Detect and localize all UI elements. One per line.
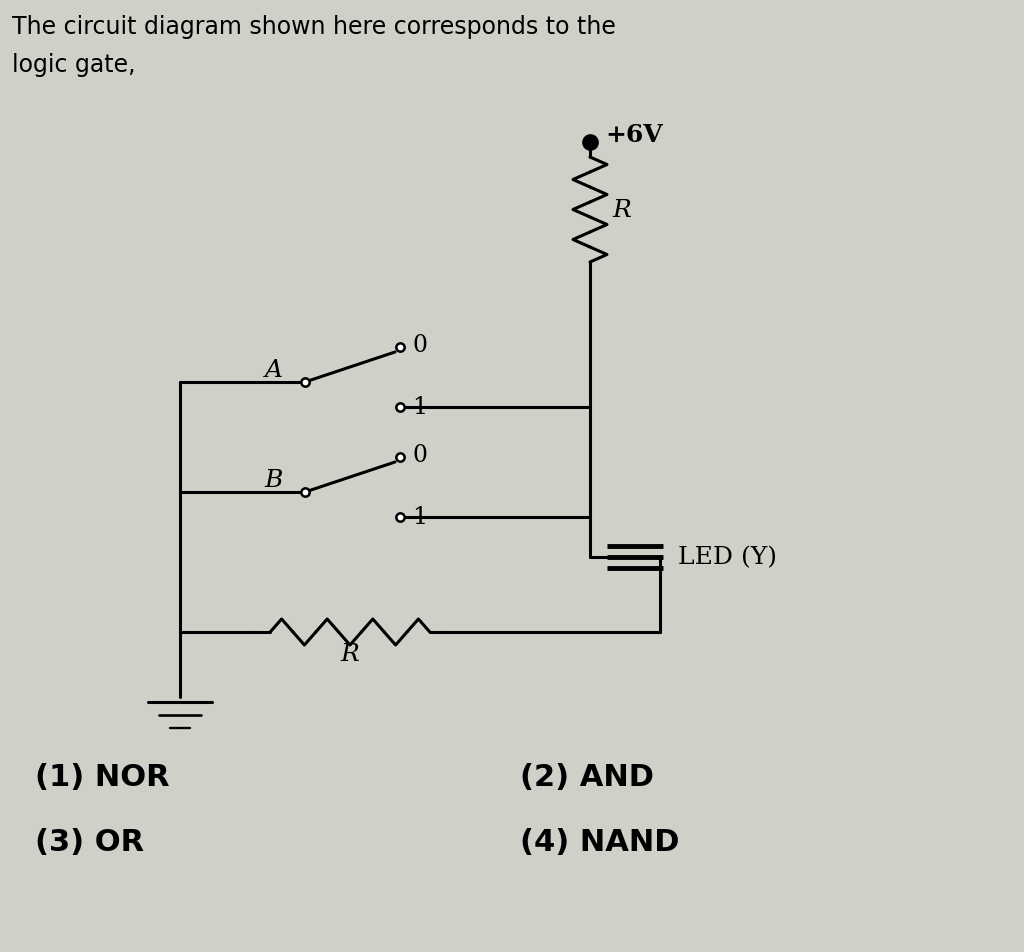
Text: 0: 0 bbox=[412, 444, 427, 467]
Text: B: B bbox=[264, 469, 283, 492]
Text: The circuit diagram shown here corresponds to the: The circuit diagram shown here correspon… bbox=[12, 15, 615, 39]
Text: (4) NAND: (4) NAND bbox=[520, 827, 680, 857]
Text: LED (Y): LED (Y) bbox=[678, 545, 777, 569]
Text: R: R bbox=[341, 643, 359, 665]
Text: (3) OR: (3) OR bbox=[35, 827, 144, 857]
Text: logic gate,: logic gate, bbox=[12, 53, 135, 77]
Text: 0: 0 bbox=[412, 334, 427, 357]
Text: 1: 1 bbox=[412, 396, 427, 419]
Text: A: A bbox=[265, 359, 283, 382]
Text: R: R bbox=[612, 199, 631, 222]
Text: +6V: +6V bbox=[605, 123, 663, 147]
Text: (2) AND: (2) AND bbox=[520, 763, 654, 792]
Text: 1: 1 bbox=[412, 506, 427, 529]
Text: (1) NOR: (1) NOR bbox=[35, 763, 170, 792]
